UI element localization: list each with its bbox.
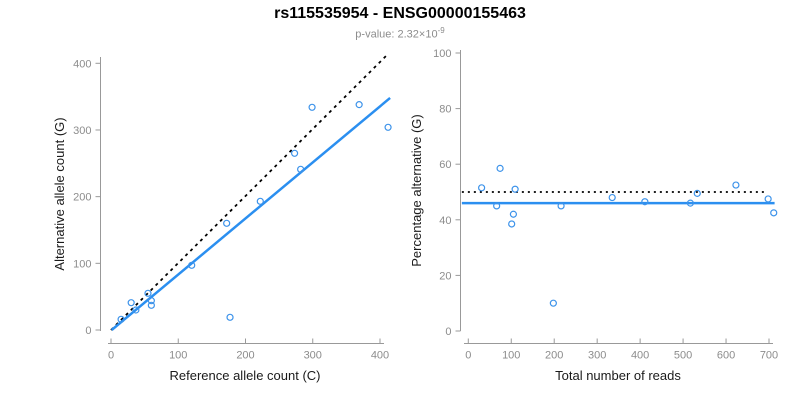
data-point (478, 184, 486, 192)
x-tick-label: 200 (236, 350, 254, 362)
y-tick-label: 60 (439, 159, 451, 171)
identity-line (110, 55, 387, 331)
x-tick-label: 300 (304, 350, 322, 362)
data-point (496, 164, 504, 172)
data-point (132, 306, 140, 314)
data-point (144, 289, 152, 297)
x-tick-label: 300 (588, 350, 606, 362)
data-point (147, 297, 155, 305)
x-axis-title: Reference allele count (C) (169, 368, 320, 383)
data-point (557, 202, 565, 210)
data-point (117, 315, 125, 323)
y-tick-label: 80 (439, 104, 451, 116)
x-tick-label: 100 (169, 350, 187, 362)
data-point (290, 149, 299, 157)
y-tick-label: 40 (439, 215, 451, 227)
pvalue-text: p-value: 2.32×10 (355, 28, 438, 41)
y-tick-label: 100 (73, 258, 91, 270)
data-point (770, 209, 778, 217)
x-tick-label: 0 (465, 350, 471, 362)
x-tick-label: 0 (108, 350, 114, 362)
y-tick-label: 200 (73, 192, 91, 204)
data-point (549, 299, 557, 307)
data-point (493, 202, 501, 210)
data-point (256, 197, 264, 205)
x-tick-label: 100 (502, 350, 520, 362)
y-tick-label: 20 (439, 270, 451, 282)
figure-title: rs115535954 - ENSG00000155463 (274, 5, 526, 22)
figure-header: rs115535954 - ENSG00000155463 p-value: 2… (0, 4, 800, 42)
data-point (384, 123, 392, 131)
data-point (308, 103, 316, 111)
data-point (297, 165, 305, 173)
data-point (223, 219, 231, 227)
data-point (511, 185, 519, 193)
x-tick-label: 200 (545, 350, 563, 362)
x-tick-label: 600 (717, 350, 735, 362)
x-tick-label: 700 (760, 350, 778, 362)
data-point (641, 198, 649, 206)
y-tick-label: 300 (73, 125, 91, 137)
y-axis-title: Alternative allele count (G) (52, 117, 67, 270)
data-point (127, 299, 135, 307)
data-point (608, 193, 616, 202)
data-point (508, 220, 516, 228)
data-point (732, 181, 740, 189)
y-tick-label: 400 (73, 58, 91, 70)
data-point (226, 313, 234, 321)
regression-line (110, 97, 391, 331)
x-tick-label: 400 (631, 350, 649, 362)
data-point (686, 199, 694, 207)
y-tick-label: 0 (85, 325, 91, 337)
y-tick-label: 100 (433, 48, 451, 60)
data-point (693, 189, 701, 197)
y-axis-title: Percentage alternative (G) (409, 114, 424, 266)
data-point (764, 195, 772, 203)
x-axis-title: Total number of reads (555, 368, 681, 383)
pvalue-exponent: -9 (437, 26, 445, 35)
data-point (355, 101, 363, 109)
pvalue-subtitle: p-value: 2.32×10-9 (0, 24, 800, 42)
data-point (509, 210, 518, 218)
data-point (147, 301, 155, 309)
x-tick-label: 500 (674, 350, 692, 362)
data-point (188, 261, 196, 269)
y-tick-label: 0 (445, 326, 451, 338)
x-tick-label: 400 (371, 350, 389, 362)
